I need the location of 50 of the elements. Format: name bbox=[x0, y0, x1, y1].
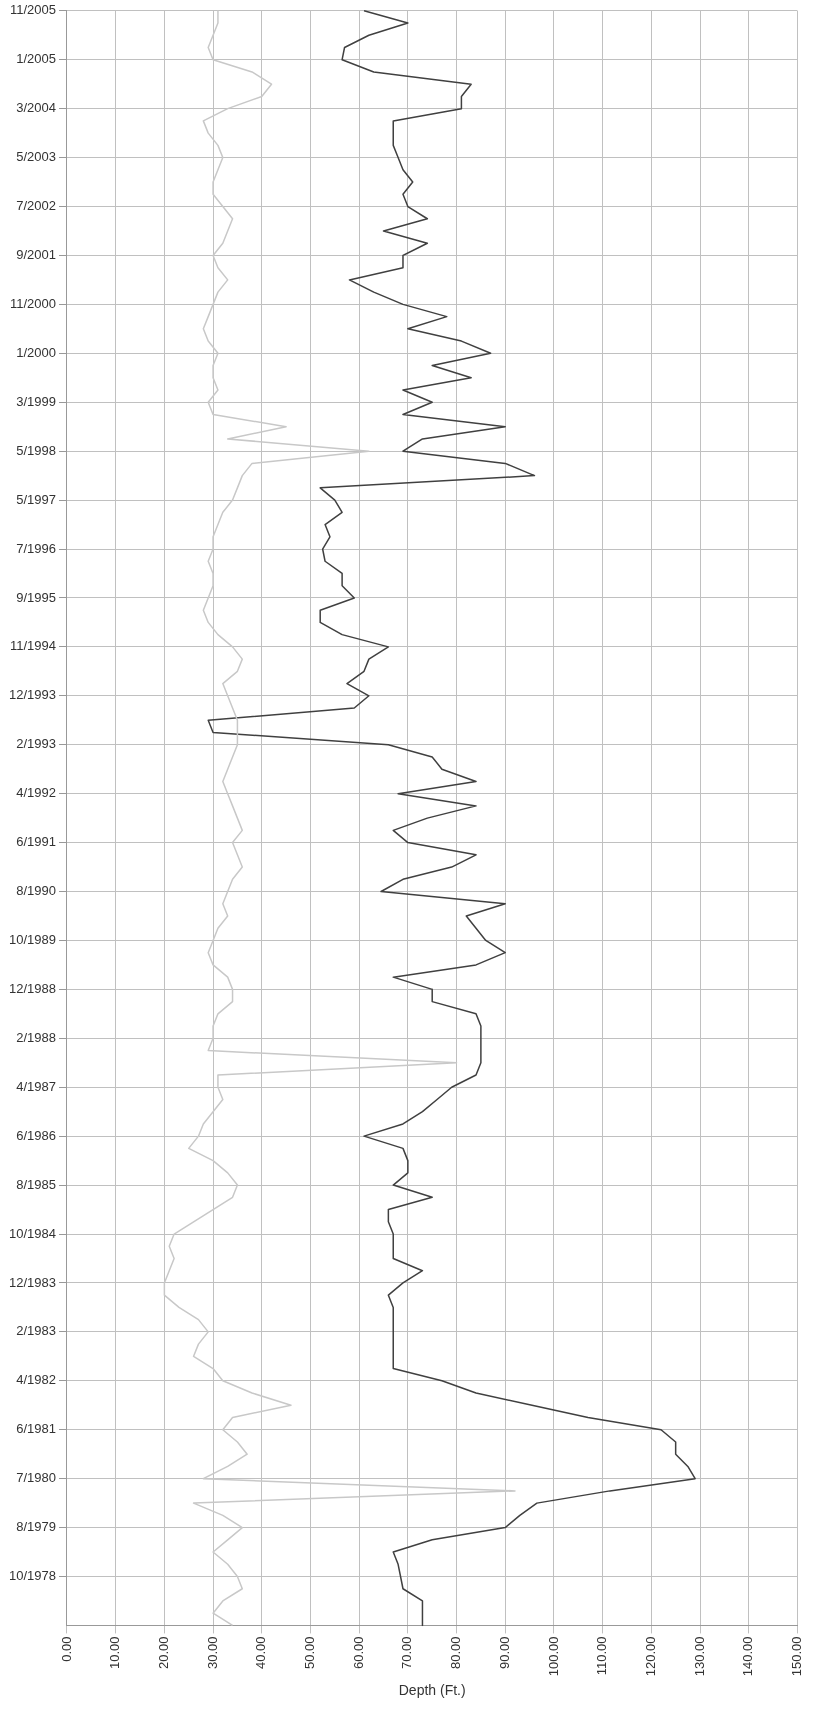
y-tick-label: 4/1982 bbox=[16, 1372, 56, 1388]
y-tick-label: 11/2000 bbox=[9, 295, 56, 311]
y-tick-label: 12/1983 bbox=[8, 1274, 56, 1290]
y-tick-label: 3/2004 bbox=[16, 100, 56, 116]
x-tick-label: 10.00 bbox=[107, 1636, 123, 1669]
x-tick-label: 40.00 bbox=[253, 1636, 269, 1669]
x-tick-label: 110.00 bbox=[594, 1636, 610, 1676]
x-tick-label: 80.00 bbox=[448, 1636, 464, 1669]
x-tick-label: 50.00 bbox=[302, 1636, 318, 1669]
y-tick-label: 10/1978 bbox=[8, 1568, 56, 1584]
y-tick-label: 2/1988 bbox=[16, 1029, 56, 1045]
x-tick-label: 70.00 bbox=[399, 1636, 415, 1669]
y-tick-label: 7/2002 bbox=[16, 198, 56, 214]
y-tick-label: 12/1988 bbox=[8, 980, 56, 996]
y-tick-label: 6/1991 bbox=[16, 834, 56, 850]
x-tick-label: 120.00 bbox=[642, 1636, 658, 1677]
y-tick-label: 10/1984 bbox=[8, 1225, 56, 1241]
y-tick-label: 12/1993 bbox=[8, 687, 56, 703]
y-tick-label: 10/1989 bbox=[8, 932, 56, 948]
y-tick-label: 1/2005 bbox=[16, 51, 56, 67]
y-tick-label: 11/1994 bbox=[9, 638, 56, 654]
y-tick-label: 7/1980 bbox=[16, 1470, 56, 1486]
y-tick-label: 5/2003 bbox=[16, 149, 56, 165]
y-tick-label: 5/1997 bbox=[16, 491, 56, 507]
y-tick-label: 3/1999 bbox=[16, 393, 56, 409]
x-tick-label: 90.00 bbox=[496, 1636, 512, 1669]
x-tick-label: 130.00 bbox=[691, 1636, 707, 1677]
y-tick-label: 8/1979 bbox=[16, 1519, 56, 1535]
x-tick-label: 20.00 bbox=[155, 1636, 171, 1669]
x-tick-label: 140.00 bbox=[740, 1636, 756, 1677]
x-tick-label: 60.00 bbox=[350, 1636, 366, 1669]
y-tick-label: 8/1990 bbox=[16, 883, 56, 899]
y-tick-label: 11/2005 bbox=[9, 2, 56, 18]
x-tick-label: 100.00 bbox=[545, 1636, 561, 1677]
y-tick-label: 6/1986 bbox=[16, 1127, 56, 1143]
y-tick-label: 1/2000 bbox=[16, 344, 56, 360]
x-axis-title: Depth (Ft.) bbox=[398, 1682, 466, 1699]
y-tick-label: 4/1992 bbox=[16, 785, 56, 801]
y-tick-label: 7/1996 bbox=[16, 540, 56, 556]
y-tick-label: 2/1983 bbox=[16, 1323, 56, 1339]
y-tick-label: 6/1981 bbox=[16, 1421, 56, 1437]
x-tick-label: 150.00 bbox=[788, 1636, 804, 1677]
y-tick-label: 4/1987 bbox=[16, 1078, 56, 1094]
y-tick-label: 9/1995 bbox=[16, 589, 56, 605]
x-tick-label: 30.00 bbox=[204, 1636, 220, 1669]
y-tick-label: 8/1985 bbox=[16, 1176, 56, 1192]
x-tick-label: 0.00 bbox=[58, 1636, 74, 1662]
y-tick-label: 9/2001 bbox=[16, 247, 56, 263]
y-tick-label: 5/1998 bbox=[16, 442, 56, 458]
y-tick-label: 2/1993 bbox=[16, 736, 56, 752]
